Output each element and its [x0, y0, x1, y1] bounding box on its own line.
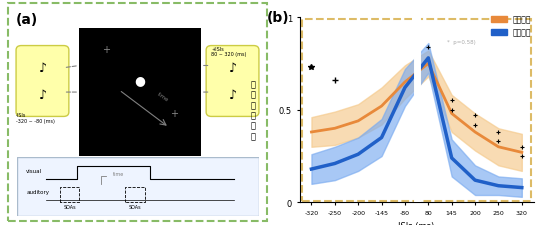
Text: ♪: ♪	[39, 88, 46, 101]
Text: ♪: ♪	[229, 88, 236, 101]
Text: ♪: ♪	[229, 62, 236, 75]
Text: auditory: auditory	[26, 189, 49, 194]
Bar	[79, 29, 201, 157]
Text: +ISIs
80 ~ 320 (ms): +ISIs 80 ~ 320 (ms)	[211, 46, 247, 57]
Y-axis label: 이
각
지
각
빈
도: 이 각 지 각 빈 도	[250, 80, 256, 141]
Text: SOAs: SOAs	[129, 205, 141, 209]
Text: visual: visual	[26, 168, 42, 173]
Text: *  p=0.58): * p=0.58)	[447, 40, 476, 45]
X-axis label: ISIs (ms): ISIs (ms)	[399, 221, 434, 225]
Text: -ISIs
-320 ~ -80 (ms): -ISIs -320 ~ -80 (ms)	[16, 112, 55, 123]
Text: ♪: ♪	[39, 62, 46, 75]
Text: +: +	[102, 45, 110, 55]
FancyBboxPatch shape	[16, 46, 69, 117]
Text: (b): (b)	[267, 11, 290, 25]
FancyBboxPatch shape	[206, 46, 259, 117]
Text: (a): (a)	[16, 13, 39, 27]
Text: SOAs: SOAs	[63, 205, 76, 209]
Legend: 조현병군, 정상인군: 조현병군, 정상인군	[488, 13, 535, 40]
FancyBboxPatch shape	[16, 158, 258, 216]
Text: time: time	[113, 172, 124, 177]
Text: time: time	[156, 91, 169, 102]
Text: ●: ●	[135, 74, 146, 87]
Text: +: +	[170, 109, 178, 119]
